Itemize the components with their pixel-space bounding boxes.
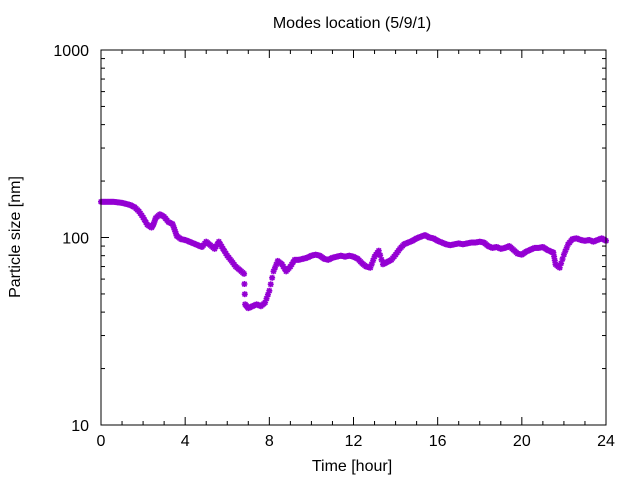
x-tick-label: 16 [429,433,447,450]
y-axis-label: Particle size [nm] [7,176,24,298]
y-tick-label: 1000 [53,43,89,60]
data-points [98,198,609,312]
data-point [241,291,248,298]
x-tick-label: 24 [597,433,615,450]
x-tick-label: 12 [345,433,363,450]
y-tick-label: 10 [71,418,89,435]
y-tick-label: 100 [62,231,89,248]
data-point [266,287,273,294]
x-tick-label: 8 [265,433,274,450]
x-tick-label: 4 [181,433,190,450]
data-point [263,295,270,302]
x-tick-label: 20 [513,433,531,450]
data-point [241,281,248,288]
data-point [267,281,274,288]
x-axis: 0 4 8 12 16 20 24 [97,50,615,450]
y-axis: 10 100 1000 [53,43,606,435]
x-tick-label: 0 [97,433,106,450]
x-axis-label: Time [hour] [312,458,392,475]
data-point [241,270,248,277]
plot-frame [100,49,607,426]
chart-title: Modes location (5/9/1) [273,15,431,32]
data-point [269,274,276,281]
